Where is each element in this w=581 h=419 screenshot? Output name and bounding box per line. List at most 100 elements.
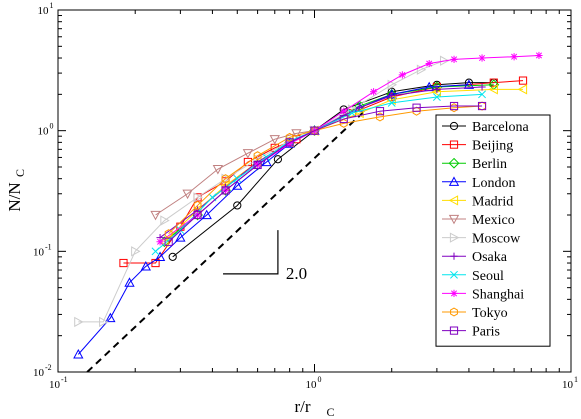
legend-item-berlin: Berlin xyxy=(442,157,507,172)
series-line-london xyxy=(77,84,469,355)
data-point-mexico xyxy=(150,210,161,221)
x-tick-label: 10 1 xyxy=(562,375,578,391)
legend-label-paris: Paris xyxy=(472,325,500,340)
legend-label-osaka: Osaka xyxy=(472,250,508,265)
reference-line-slope-2 xyxy=(86,108,368,372)
x-tick-base: 10 xyxy=(49,379,61,391)
data-point-shanghai xyxy=(340,107,348,115)
y-tick-base: 10 xyxy=(38,126,50,138)
series-line-seoul xyxy=(155,93,483,252)
data-point-shanghai xyxy=(286,140,294,148)
legend-marker-paris xyxy=(449,326,459,335)
data-point-moscow xyxy=(387,79,398,90)
series-line-paris xyxy=(168,105,483,243)
x-axis-title: r/r xyxy=(294,397,310,416)
y-tick-exponent: -1 xyxy=(45,242,52,251)
data-point-shanghai xyxy=(370,88,378,96)
y-axis-title: N/N xyxy=(5,182,24,211)
data-point-shanghai xyxy=(450,55,458,63)
series-london xyxy=(73,79,475,359)
legend-marker-barcelona xyxy=(449,121,459,131)
data-point-tokyo xyxy=(193,200,202,210)
legend-item-barcelona: Barcelona xyxy=(442,120,530,135)
data-point-barcelona xyxy=(168,252,177,261)
y-tick-base: 10 xyxy=(33,367,45,379)
legend-label-beijing: Beijing xyxy=(472,139,513,154)
data-point-seoul xyxy=(151,247,160,256)
legend-marker-mexico xyxy=(448,214,460,225)
data-point-seoul xyxy=(387,98,396,107)
legend-marker-berlin xyxy=(448,157,460,169)
legend-item-paris: Paris xyxy=(442,325,500,340)
x-tick-base: 10 xyxy=(306,379,318,391)
legend-item-mexico: Mexico xyxy=(442,213,515,228)
data-point-london xyxy=(105,312,116,323)
data-point-seoul xyxy=(478,90,487,99)
data-point-london xyxy=(124,277,135,287)
data-point-paris xyxy=(412,103,421,112)
data-point-beijing xyxy=(518,76,528,85)
x-tick-label: 10 0 xyxy=(306,375,322,391)
legend-label-madrid: Madrid xyxy=(472,194,513,209)
data-point-shanghai xyxy=(510,53,518,61)
data-point-london xyxy=(201,209,212,220)
data-point-madrid xyxy=(517,84,528,95)
data-point-moscow xyxy=(416,64,427,75)
data-point-seoul xyxy=(432,93,441,101)
data-point-tokyo xyxy=(253,151,262,161)
series-paris xyxy=(164,101,487,246)
data-point-osaka xyxy=(388,92,396,100)
legend-label-shanghai: Shanghai xyxy=(472,287,524,302)
axis-labels: 10 -1 10 0 10 110 -210 -110 010 1r/r CN/NC xyxy=(5,1,578,419)
data-point-barcelona xyxy=(233,201,242,210)
data-point-osaka xyxy=(433,85,441,93)
y-tick-base: 10 xyxy=(38,5,50,17)
data-point-seoul xyxy=(233,174,242,183)
data-point-shanghai xyxy=(478,54,486,62)
data-point-moscow xyxy=(131,246,141,257)
data-point-moscow xyxy=(160,215,170,226)
legend-item-shanghai: Shanghai xyxy=(442,287,524,302)
legend-label-moscow: Moscow xyxy=(472,232,521,247)
legend-label-mexico: Mexico xyxy=(472,213,515,228)
data-point-shanghai xyxy=(425,59,433,68)
x-tick-exponent: 1 xyxy=(574,375,578,384)
legend-label-tokyo: Tokyo xyxy=(472,306,508,321)
data-point-paris xyxy=(310,126,319,135)
data-point-shanghai xyxy=(398,71,406,79)
data-point-mexico xyxy=(182,189,193,200)
data-point-mexico xyxy=(212,165,224,175)
legend-marker-seoul xyxy=(450,270,458,279)
series-line-mexico xyxy=(155,130,315,216)
y-tick-label: 10 -2 xyxy=(33,363,52,379)
y-axis-title-group: N/N C xyxy=(5,169,27,212)
legend-item-madrid: Madrid xyxy=(442,194,513,209)
data-point-paris xyxy=(164,237,173,246)
y-axis-title-subscript: C xyxy=(13,169,27,177)
data-point-london xyxy=(154,251,166,261)
data-point-osaka xyxy=(478,83,486,91)
legend-box xyxy=(435,114,551,347)
legend-item-london: London xyxy=(442,176,516,191)
legend-marker-moscow xyxy=(449,232,460,243)
data-point-madrid xyxy=(488,84,498,95)
legend-item-beijing: Beijing xyxy=(442,139,513,154)
y-tick-label: 10 -1 xyxy=(33,242,52,258)
legend-marker-beijing xyxy=(449,140,459,149)
slope-marker-label: 2.0 xyxy=(286,264,307,283)
data-point-seoul xyxy=(348,109,356,117)
data-point-paris xyxy=(221,186,230,195)
y-tick-label: 10 1 xyxy=(38,1,54,17)
data-point-london xyxy=(175,232,186,242)
data-point-london xyxy=(140,261,151,271)
data-point-shanghai xyxy=(156,238,164,246)
x-tick-exponent: 0 xyxy=(318,375,322,384)
data-point-london xyxy=(73,349,84,359)
data-point-moscow xyxy=(99,316,109,328)
legend-item-moscow: Moscow xyxy=(442,232,521,247)
data-point-beijing xyxy=(119,258,128,268)
annotations: 2.0 xyxy=(223,230,307,283)
data-point-tokyo xyxy=(285,132,294,142)
data-point-london xyxy=(232,180,243,190)
